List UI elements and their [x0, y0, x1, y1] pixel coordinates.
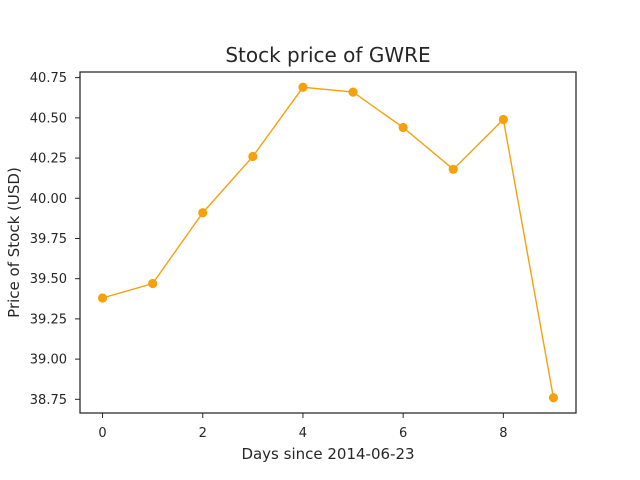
- data-point: [498, 114, 508, 125]
- y-tick-label: 40.75: [30, 71, 67, 86]
- data-point: [348, 87, 358, 97]
- y-tick-label: 39.25: [30, 312, 67, 327]
- data-point: [248, 151, 258, 162]
- data-point: [148, 278, 158, 289]
- x-tick-label: 4: [299, 426, 307, 441]
- y-tick-label: 40.25: [30, 152, 67, 167]
- data-point: [448, 164, 458, 174]
- data-point: [298, 82, 308, 92]
- y-tick-label: 39.50: [30, 272, 67, 287]
- series-line: [102, 86, 555, 398]
- plot-frame: [79, 71, 577, 414]
- y-tick-label: 38.75: [30, 393, 67, 408]
- plot-marks: 0 2 4 6 8 38.75 39.00 39.25 39.50 39.75 40.00 40.25…: [30, 71, 559, 441]
- y-tick-label: 40.00: [30, 192, 67, 207]
- data-point: [548, 393, 559, 403]
- x-tick-label: 0: [98, 426, 106, 441]
- x-tick-label: 8: [499, 426, 507, 441]
- y-tick-label: 39.00: [30, 353, 67, 368]
- data-point: [97, 293, 108, 303]
- y-tick-label: 39.75: [30, 232, 67, 247]
- x-axis-label: Days since 2014-06-23: [241, 445, 414, 463]
- y-axis-label: Price of Stock (USD): [5, 167, 23, 318]
- data-point: [398, 122, 408, 133]
- data-point: [198, 208, 208, 218]
- y-tick-label: 40.50: [30, 111, 67, 126]
- chart-title: Stock price of GWRE: [225, 43, 430, 67]
- x-tick-label: 6: [399, 426, 407, 441]
- x-tick-label: 2: [199, 426, 207, 441]
